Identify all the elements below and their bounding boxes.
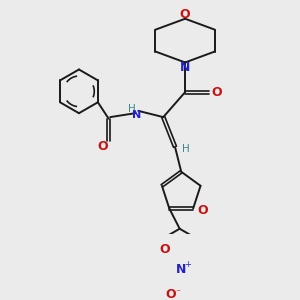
Text: ⁻: ⁻ [176,289,181,298]
Text: O: O [159,242,169,256]
Text: H: H [128,103,136,113]
Text: N: N [176,263,187,276]
Text: O: O [165,288,176,300]
Text: N: N [180,61,190,74]
Text: O: O [180,8,190,21]
Text: O: O [211,85,222,99]
Text: H: H [182,144,190,154]
Text: O: O [97,140,108,153]
Text: +: + [184,260,191,269]
Text: O: O [197,203,208,217]
Text: N: N [132,110,141,120]
